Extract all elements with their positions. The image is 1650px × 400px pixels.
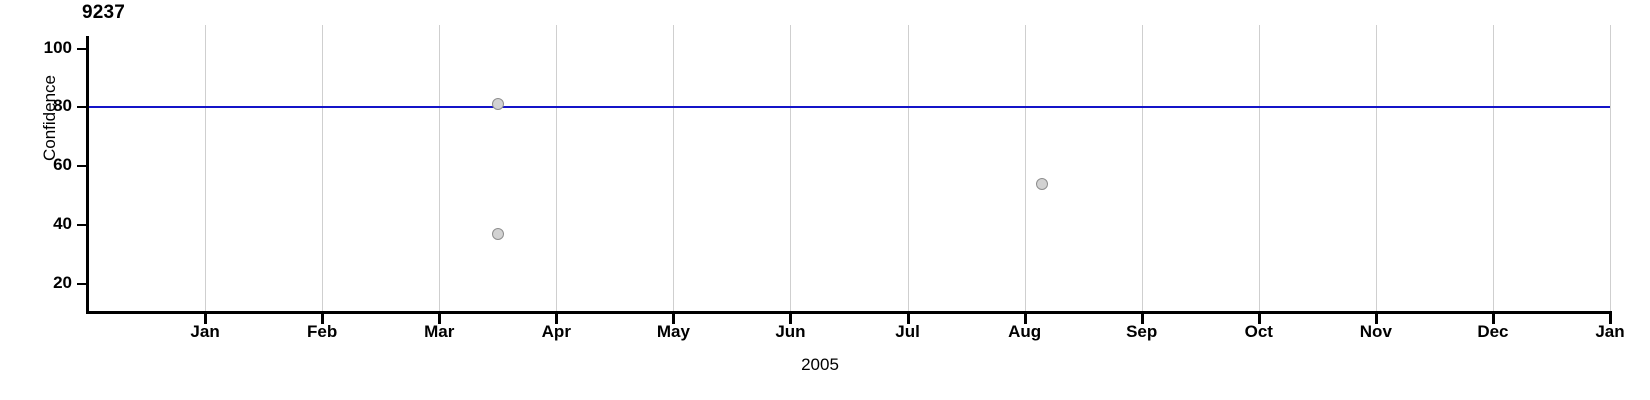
y-tick-mark-100 (77, 47, 86, 50)
x-axis-title-label: 2005 (801, 355, 839, 374)
gridline-feb-1 (322, 25, 324, 313)
y-tick-mark-80 (77, 106, 86, 109)
x-tick-label-apr-3: Apr (541, 322, 571, 341)
x-tick-mark-6 (906, 314, 910, 324)
x-tick-mark-4 (672, 314, 676, 324)
x-tick-mark-9 (1257, 314, 1261, 324)
x-tick-label-dec-11: Dec (1477, 322, 1509, 341)
gridline-may-4 (673, 25, 675, 313)
x-tick-mark-11 (1491, 314, 1495, 324)
x-tick-label-nov-10: Nov (1359, 322, 1392, 341)
gridline-jan-0 (205, 25, 207, 313)
y-tick-mark-20 (77, 282, 86, 285)
x-tick-label-jul-6: Jul (895, 322, 920, 341)
x-tick-label-may-4: May (656, 322, 690, 341)
x-tick-mark-8 (1140, 314, 1144, 324)
y-tick-label-40: 40 (53, 213, 72, 233)
x-tick-label-jan-0: Jan (190, 322, 220, 341)
gridline-mar-2 (439, 25, 441, 313)
chart-title: 9237 (82, 2, 126, 23)
y-tick-mark-40 (77, 223, 86, 226)
y-tick-mark-60 (77, 165, 86, 168)
gridline-aug-7 (1024, 25, 1026, 313)
x-axis-title: 2005 (0, 355, 1650, 375)
gridline-jan-12 (1610, 25, 1611, 313)
gridline-oct-9 (1258, 25, 1260, 313)
threshold-reference-line (88, 106, 1610, 109)
x-tick-mark-7 (1023, 314, 1027, 324)
x-tick-label-jun-5: Jun (775, 322, 806, 341)
x-tick-label-aug-7: Aug (1008, 322, 1042, 341)
x-tick-mark-12 (1609, 314, 1612, 324)
x-tick-mark-2 (438, 314, 442, 324)
gridline-sep-8 (1141, 25, 1143, 313)
y-tick-label-100: 100 (43, 37, 72, 57)
gridline-jul-6 (907, 25, 909, 313)
y-tick-label-20: 20 (53, 272, 72, 292)
data-point[interactable] (491, 98, 504, 111)
x-tick-label-oct-9: Oct (1244, 322, 1273, 341)
gridline-apr-3 (556, 25, 558, 313)
gridline-dec-11 (1492, 25, 1494, 313)
x-tick-label-sep-8: Sep (1126, 322, 1158, 341)
y-axis-line (86, 36, 89, 314)
x-tick-mark-1 (321, 314, 325, 324)
x-tick-mark-3 (555, 314, 559, 324)
gridline-jun-5 (790, 25, 792, 313)
gridline-nov-10 (1375, 25, 1377, 313)
x-axis-line (86, 311, 1612, 314)
x-tick-label-mar-2: Mar (424, 322, 455, 341)
plot-area (88, 25, 1611, 313)
x-tick-mark-5 (789, 314, 793, 324)
data-point[interactable] (1036, 177, 1049, 190)
x-tick-mark-10 (1374, 314, 1378, 324)
x-tick-mark-0 (204, 314, 208, 324)
x-tick-label-feb-1: Feb (307, 322, 338, 341)
y-tick-label-60: 60 (53, 155, 72, 175)
x-tick-label-jan-12: Jan (1595, 322, 1625, 341)
data-point[interactable] (491, 227, 504, 240)
y-tick-label-80: 80 (53, 96, 72, 116)
